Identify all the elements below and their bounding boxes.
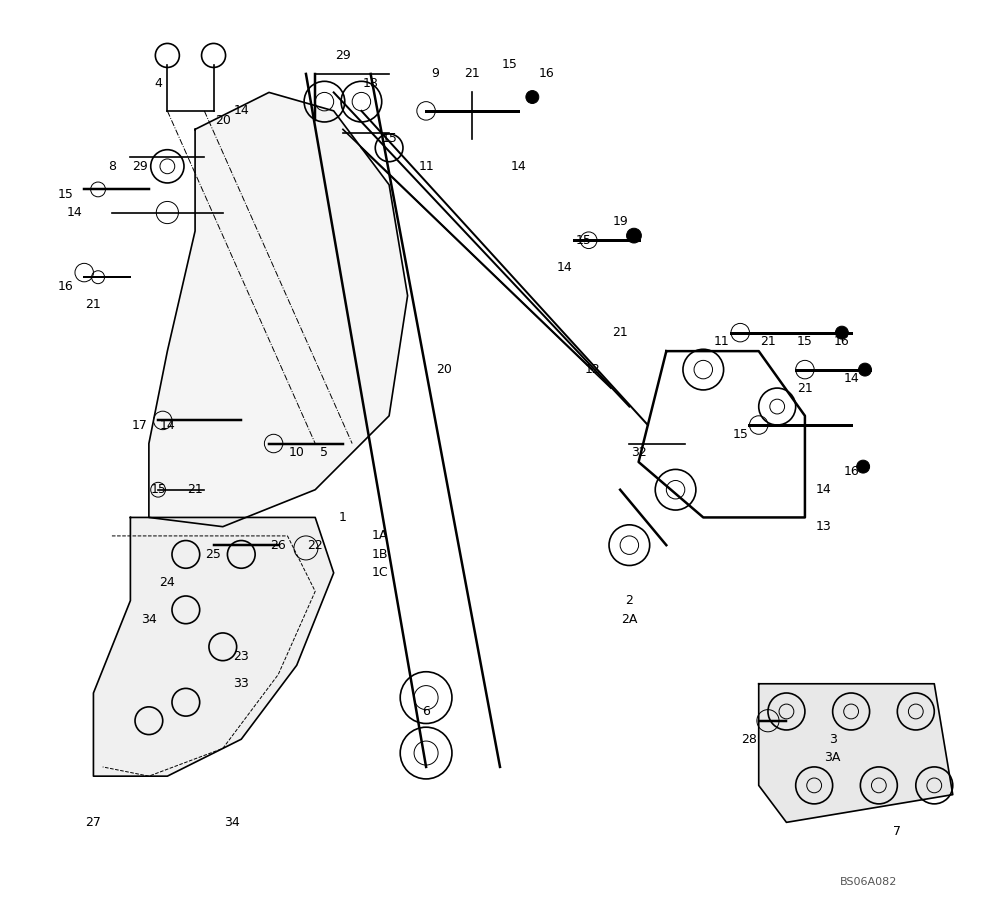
Circle shape [526, 91, 539, 103]
Text: 21: 21 [187, 483, 203, 496]
Text: 6: 6 [422, 705, 430, 718]
Text: 14: 14 [511, 160, 526, 173]
Text: 14: 14 [159, 419, 175, 432]
Text: 15: 15 [575, 234, 591, 247]
Circle shape [859, 363, 871, 376]
Text: 34: 34 [141, 613, 157, 626]
Text: 24: 24 [159, 576, 175, 589]
Text: 13: 13 [816, 520, 831, 533]
Text: 15: 15 [381, 132, 397, 145]
Text: 21: 21 [797, 382, 813, 395]
Text: 1B: 1B [372, 548, 388, 561]
Text: 15: 15 [150, 483, 166, 496]
Text: 21: 21 [464, 67, 480, 80]
Text: 10: 10 [289, 446, 305, 459]
Text: 28: 28 [742, 733, 757, 746]
Text: 18: 18 [363, 77, 379, 90]
Text: 21: 21 [760, 335, 776, 348]
Text: 33: 33 [233, 677, 249, 690]
Text: 22: 22 [307, 539, 323, 552]
Text: 5: 5 [320, 446, 328, 459]
Text: 3A: 3A [824, 751, 841, 764]
Text: 12: 12 [585, 363, 600, 376]
Text: 9: 9 [431, 67, 439, 80]
Text: 27: 27 [86, 816, 101, 829]
Text: 15: 15 [797, 335, 813, 348]
Text: 14: 14 [816, 483, 831, 496]
Text: 11: 11 [714, 335, 730, 348]
Text: 4: 4 [154, 77, 162, 90]
Text: 7: 7 [893, 825, 901, 838]
Text: 20: 20 [215, 114, 231, 127]
Text: 14: 14 [67, 206, 83, 219]
Text: BS06A082: BS06A082 [840, 877, 897, 887]
Text: 17: 17 [132, 419, 148, 432]
Text: 26: 26 [270, 539, 286, 552]
Circle shape [627, 228, 641, 243]
Polygon shape [149, 92, 408, 527]
Polygon shape [759, 684, 953, 822]
Text: 32: 32 [631, 446, 646, 459]
Text: 25: 25 [206, 548, 221, 561]
Text: 2: 2 [625, 594, 633, 607]
Text: 21: 21 [612, 326, 628, 339]
Text: 16: 16 [843, 465, 859, 478]
Text: 14: 14 [557, 261, 573, 274]
Text: 1: 1 [339, 511, 347, 524]
Text: 16: 16 [58, 280, 74, 293]
Text: 15: 15 [58, 188, 74, 201]
Text: 1C: 1C [372, 566, 388, 579]
Text: 15: 15 [501, 58, 517, 71]
Text: 2A: 2A [621, 613, 638, 626]
Circle shape [835, 326, 848, 339]
Text: 14: 14 [233, 104, 249, 117]
Text: 19: 19 [612, 215, 628, 228]
Polygon shape [93, 517, 334, 776]
Text: 8: 8 [108, 160, 116, 173]
Text: 34: 34 [224, 816, 240, 829]
Circle shape [857, 460, 870, 473]
Text: 11: 11 [418, 160, 434, 173]
Text: 3: 3 [829, 733, 837, 746]
Text: 23: 23 [233, 650, 249, 663]
Text: 20: 20 [437, 363, 452, 376]
Text: 16: 16 [538, 67, 554, 80]
Text: 29: 29 [132, 160, 148, 173]
Text: 1A: 1A [372, 529, 388, 542]
Text: 15: 15 [732, 428, 748, 441]
Text: 21: 21 [86, 298, 101, 311]
Text: 14: 14 [843, 372, 859, 385]
Text: 16: 16 [834, 335, 850, 348]
Text: 29: 29 [335, 49, 351, 62]
